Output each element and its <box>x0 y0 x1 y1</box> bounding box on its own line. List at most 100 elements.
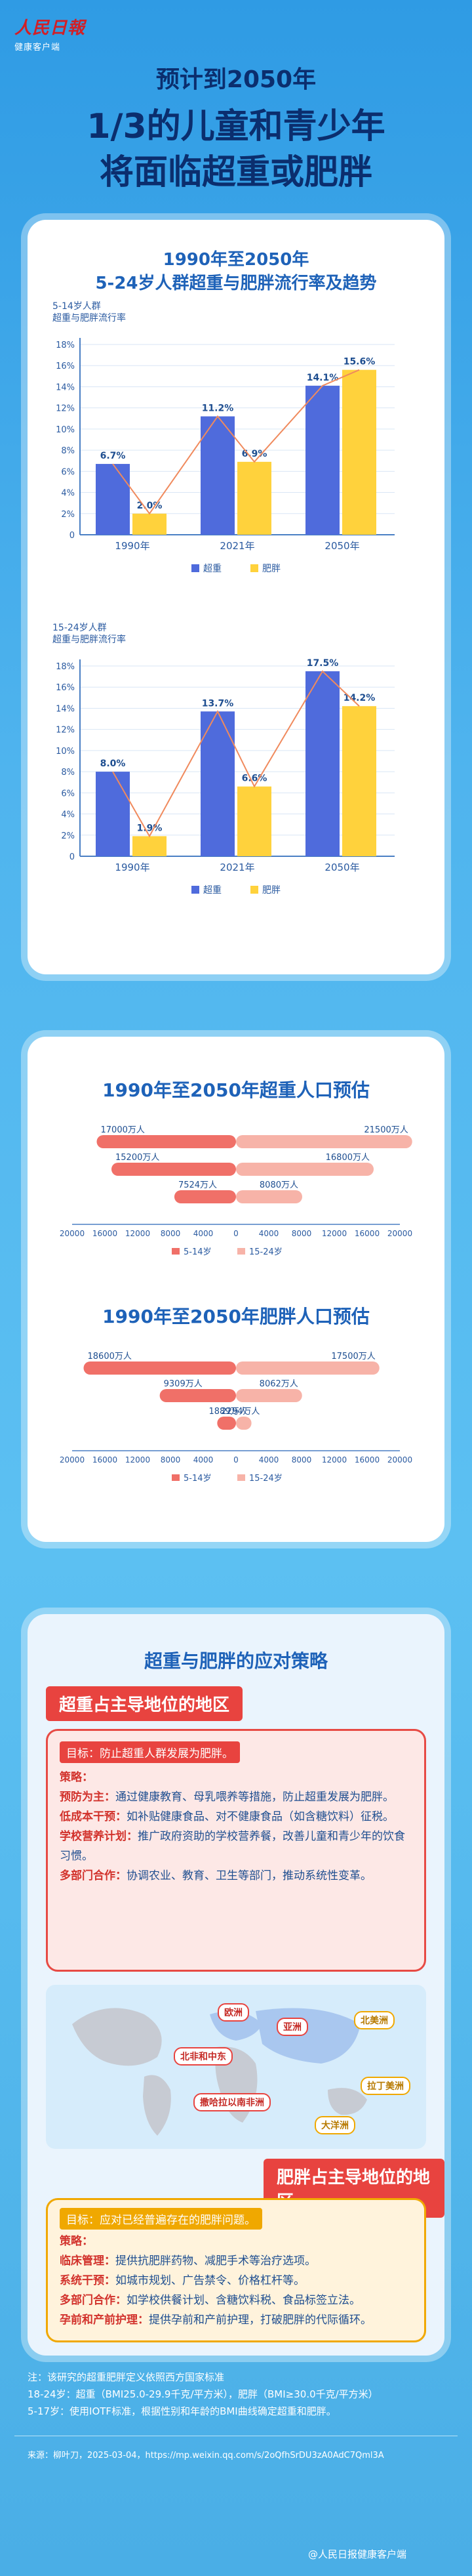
x-tick-label: 12000 <box>125 1229 150 1238</box>
obese-strategy-label: 策略： <box>60 2235 93 2248</box>
notes: 注：该研究的超重肥胖定义依照西方国家标准 18-24岁：超重（BMI25.0-2… <box>28 2369 447 2420</box>
logo-sub: 健康客户端 <box>14 43 61 52</box>
data-label-15-24: 8062万人 <box>260 1379 298 1389</box>
legend-swatch-obese <box>250 886 258 894</box>
obese-goal: 目标：应对已经普遍存在的肥胖问题。 <box>60 2208 262 2230</box>
data-label: 8.0% <box>100 758 126 769</box>
data-label-5-14: 9309万人 <box>164 1379 203 1389</box>
y-tick-label: 4% <box>61 810 75 820</box>
bar-overweight <box>96 772 130 856</box>
bar-5-14 <box>174 1190 236 1203</box>
headline-line2: 1/3的儿童和青少年 <box>87 107 385 146</box>
region-tag-asia: 亚洲 <box>277 2018 308 2036</box>
trend-line <box>112 369 360 515</box>
y-axis-label-0: 超重与肥胖流行率 <box>52 312 126 323</box>
bar-5-14 <box>96 1135 236 1148</box>
data-label: 2.0% <box>137 501 163 511</box>
x-tick-label: 4000 <box>193 1229 214 1238</box>
bar-overweight <box>201 416 235 535</box>
note-line1: 注：该研究的超重肥胖定义依照西方国家标准 <box>28 2371 225 2383</box>
x-tick-label: 1990年 <box>115 540 149 552</box>
population-card: 1990年至2050年超重人口预估 1990年至2050年肥胖人口预估 1700… <box>28 1037 444 1542</box>
data-label-5-14: 18600万人 <box>88 1352 132 1361</box>
bar-overweight <box>305 385 340 535</box>
data-label: 6.6% <box>242 774 267 784</box>
x-tick-label: 20000 <box>60 1455 85 1465</box>
x-tick-label: 2021年 <box>220 862 254 873</box>
y-tick-label: 16% <box>56 683 75 693</box>
y-tick-label: 0 <box>69 531 75 541</box>
legend-obese: 肥胖 <box>262 564 281 574</box>
x-tick-label: 20000 <box>60 1229 85 1238</box>
x-tick-label: 12000 <box>322 1455 347 1465</box>
legend-obese: 肥胖 <box>262 885 281 896</box>
region-tag-latin-america: 拉丁美洲 <box>361 2077 410 2095</box>
y-tick-label: 14% <box>56 704 75 714</box>
y-tick-label: 10% <box>56 747 75 757</box>
legend-swatch-overweight <box>191 564 199 572</box>
bar-15-24 <box>236 1417 252 1430</box>
x-tick-label: 20000 <box>387 1455 412 1465</box>
overweight-strategy-label: 策略： <box>60 1771 93 1784</box>
data-label: 1.9% <box>137 823 163 833</box>
bar-obese <box>342 369 376 535</box>
x-tick-label: 4000 <box>193 1455 214 1465</box>
data-label: 6.9% <box>242 449 267 459</box>
bar-15-24 <box>236 1361 380 1375</box>
region-tag-europe: 欧洲 <box>218 2003 249 2022</box>
bar-5-14 <box>217 1417 236 1430</box>
bar-15-24 <box>236 1163 374 1176</box>
y-tick-label: 8% <box>61 768 75 778</box>
legend-overweight: 超重 <box>203 564 222 574</box>
data-label: 14.2% <box>344 693 376 703</box>
legend-swatch-5-14 <box>172 1474 180 1481</box>
x-tick-label: 1990年 <box>115 862 149 873</box>
x-tick-label: 8000 <box>161 1229 181 1238</box>
legend-overweight: 超重 <box>203 885 222 896</box>
x-tick-label: 12000 <box>125 1455 150 1465</box>
bar-obese <box>237 461 271 535</box>
legend-swatch-overweight <box>191 886 199 894</box>
y-tick-label: 14% <box>56 383 75 392</box>
region-tag-north-america: 北美洲 <box>354 2011 395 2029</box>
y-tick-label: 2% <box>61 831 75 841</box>
y-tick-label: 12% <box>56 726 75 736</box>
bar-obese <box>342 706 376 856</box>
x-tick-label: 8000 <box>161 1455 181 1465</box>
y-tick-label: 2% <box>61 510 75 520</box>
headline-line1: 预计到2050年 <box>155 66 317 93</box>
data-label-5-14: 2294万人 <box>221 1407 260 1417</box>
x-tick-label: 16000 <box>92 1455 117 1465</box>
overweight-item-2: 低成本干预：如补贴健康食品、对不健康食品（如含糖饮料）征税。 <box>60 1810 394 1823</box>
logo: 人民日報 健康客户端 <box>14 14 87 52</box>
obese-strategy-box: 目标：应对已经普遍存在的肥胖问题。 策略： 临床管理：提供抗肥胖药物、减肥手术等… <box>46 2198 426 2342</box>
bar-overweight <box>96 464 130 535</box>
data-label-5-14: 15200万人 <box>115 1153 159 1163</box>
x-tick-label: 8000 <box>292 1455 312 1465</box>
source: 来源：柳叶刀，2025-03-04，https://mp.weixin.qq.c… <box>28 2451 384 2461</box>
x-tick-label: 12000 <box>322 1229 347 1238</box>
legend-swatch-obese <box>250 564 258 572</box>
obese-item-3: 多部门合作：如学校供餐计划、含糖饮料税、食品标签立法。 <box>60 2294 361 2307</box>
region-tag-oceania: 大洋洲 <box>315 2116 355 2134</box>
data-label: 11.2% <box>202 404 234 414</box>
x-tick-label: 0 <box>233 1455 239 1465</box>
bar-5-14 <box>111 1163 236 1176</box>
region-tag-mena: 北非和中东 <box>174 2047 233 2066</box>
bar-5-14 <box>159 1389 236 1402</box>
note-line3: 5-17岁：使用IOTF标准，根据性别和年龄的BMI曲线确定超重和肥胖。 <box>28 2405 336 2417</box>
legend-5-14: 5-14岁 <box>184 1247 212 1257</box>
y-tick-label: 0 <box>69 852 75 862</box>
strategy-card: 超重与肥胖的应对策略 超重占主导地位的地区 目标：防止超重人群发展为肥胖。 策略… <box>28 1614 444 2356</box>
bar-obese <box>237 786 271 856</box>
y-tick-label: 12% <box>56 404 75 414</box>
data-label-15-24: 1889万人 <box>209 1407 248 1417</box>
y-tick-label: 6% <box>61 789 75 799</box>
y-tick-label: 10% <box>56 425 75 435</box>
y-tick-label: 8% <box>61 446 75 456</box>
y-tick-label: 6% <box>61 467 75 477</box>
obese-item-2: 系统干预：如城市规划、广告禁令、价格杠杆等。 <box>60 2274 305 2287</box>
group-label-1: 15-24岁人群 <box>52 623 107 633</box>
y-tick-label: 18% <box>56 341 75 350</box>
